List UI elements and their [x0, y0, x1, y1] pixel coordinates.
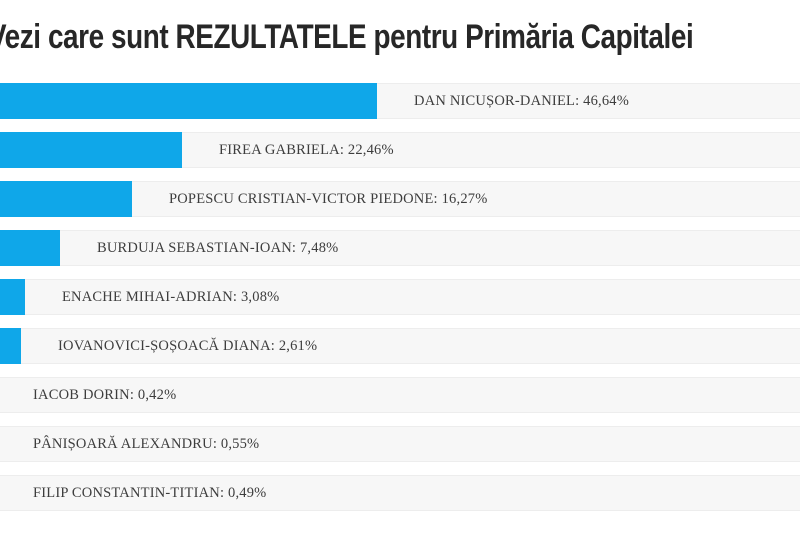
result-row: DAN NICUȘOR-DANIEL: 46,64% [0, 83, 800, 119]
result-label: POPESCU CRISTIAN-VICTOR PIEDONE: 16,27% [169, 191, 488, 207]
result-bar [0, 83, 377, 119]
result-label: IOVANOVICI-ȘOȘOACĂ DIANA: 2,61% [58, 338, 318, 354]
result-row: PÂNIȘOARĂ ALEXANDRU: 0,55% [0, 426, 800, 462]
result-label: IACOB DORIN: 0,42% [33, 387, 177, 403]
result-label: BURDUJA SEBASTIAN-IOAN: 7,48% [97, 240, 339, 256]
result-row: POPESCU CRISTIAN-VICTOR PIEDONE: 16,27% [0, 181, 800, 217]
result-row: FILIP CONSTANTIN-TITIAN: 0,49% [0, 475, 800, 511]
result-row: IOVANOVICI-ȘOȘOACĂ DIANA: 2,61% [0, 328, 800, 364]
result-row: FIREA GABRIELA: 22,46% [0, 132, 800, 168]
result-bar [0, 230, 60, 266]
result-bar [0, 279, 25, 315]
result-label: DAN NICUȘOR-DANIEL: 46,64% [414, 93, 630, 109]
page: Vezi care sunt REZULTATELE pentru Primăr… [0, 14, 800, 534]
result-row: IACOB DORIN: 0,42% [0, 377, 800, 413]
result-label: FILIP CONSTANTIN-TITIAN: 0,49% [33, 485, 267, 501]
result-label: FIREA GABRIELA: 22,46% [219, 142, 394, 158]
result-bar [0, 328, 21, 364]
result-label: ENACHE MIHAI-ADRIAN: 3,08% [62, 289, 280, 305]
page-title: Vezi care sunt REZULTATELE pentru Primăr… [0, 18, 694, 56]
result-label: PÂNIȘOARĂ ALEXANDRU: 0,55% [33, 436, 260, 452]
result-bar [0, 181, 132, 217]
result-row: BURDUJA SEBASTIAN-IOAN: 7,48% [0, 230, 800, 266]
results-chart: DAN NICUȘOR-DANIEL: 46,64% FIREA GABRIELA… [0, 83, 800, 511]
result-row: ENACHE MIHAI-ADRIAN: 3,08% [0, 279, 800, 315]
result-bar [0, 132, 182, 168]
